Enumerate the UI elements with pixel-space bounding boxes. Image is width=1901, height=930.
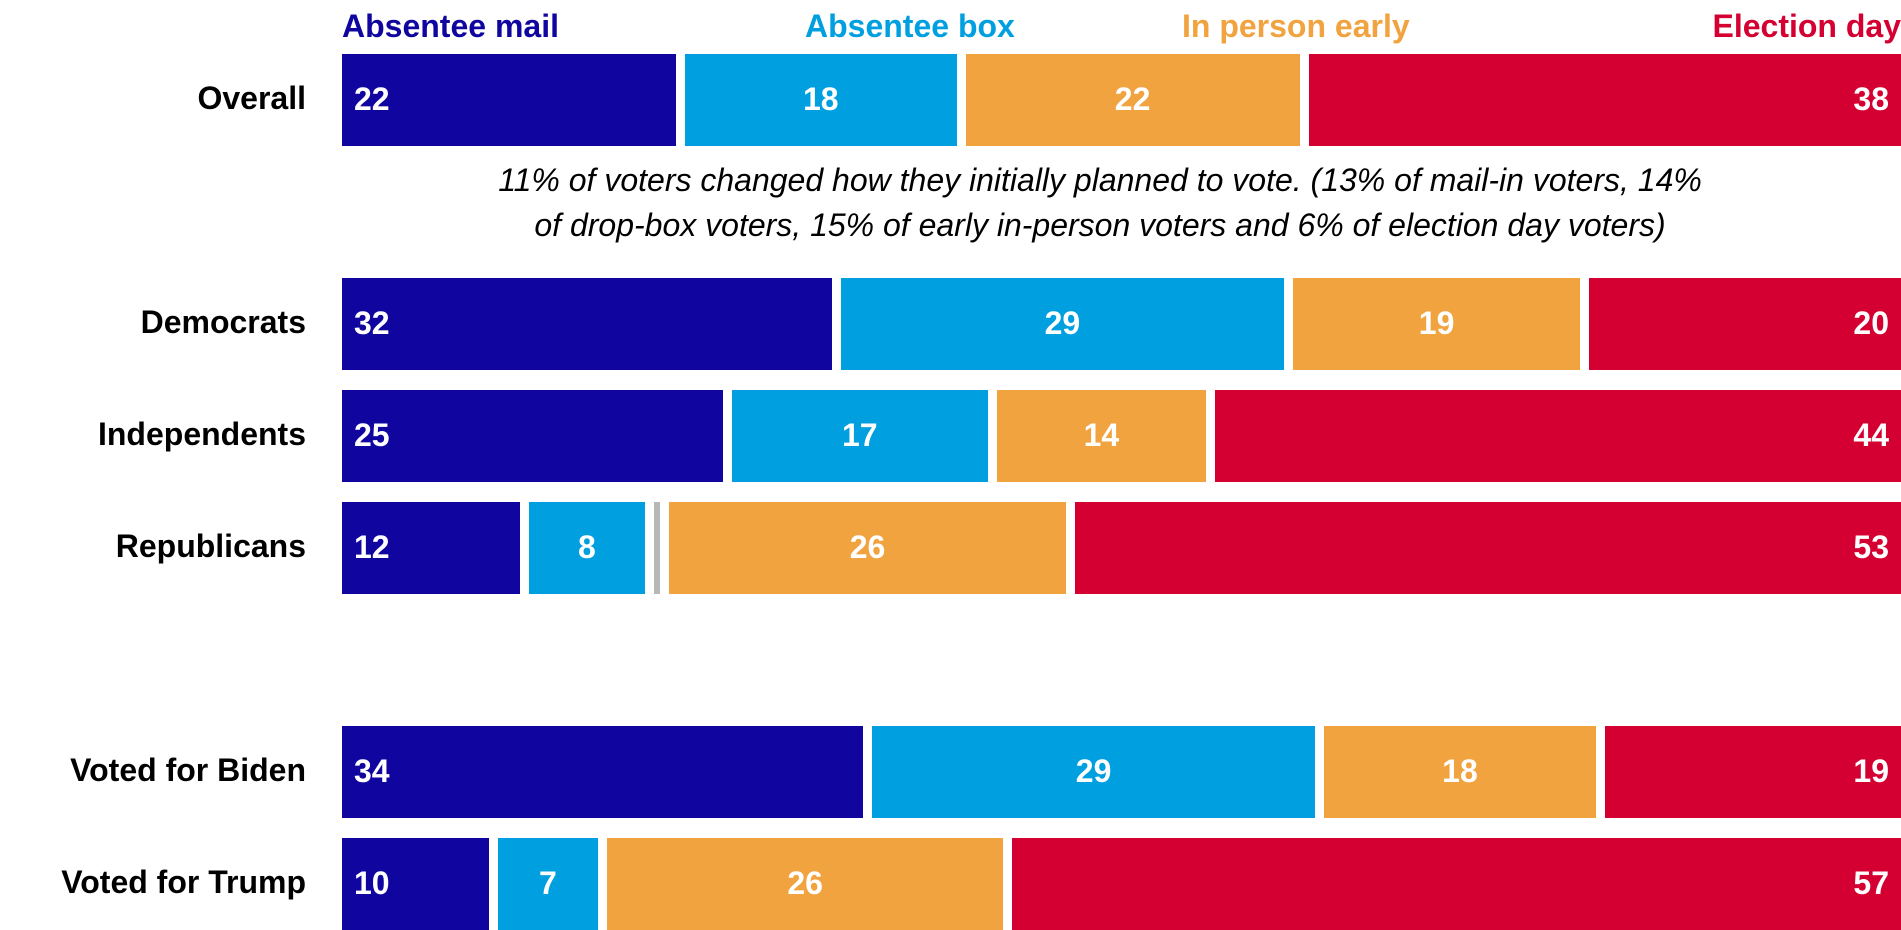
data-label: 26	[669, 529, 1065, 566]
data-label: 10	[354, 865, 390, 902]
bar-segment	[1012, 838, 1901, 930]
data-label: 12	[354, 529, 390, 566]
data-label: 29	[841, 305, 1284, 342]
data-label: 20	[1853, 305, 1889, 342]
category-label: Voted for Biden	[70, 752, 306, 789]
data-label: 34	[354, 753, 390, 790]
data-label: 7	[498, 865, 598, 902]
annotation-line-1: 11% of voters changed how they initially…	[300, 158, 1900, 203]
data-label: 38	[1853, 81, 1889, 118]
data-label: 32	[354, 305, 390, 342]
data-label: 17	[732, 417, 988, 454]
category-label: Voted for Trump	[61, 864, 306, 901]
data-label: 29	[872, 753, 1315, 790]
data-label: 18	[1324, 753, 1596, 790]
bar-gap-segment	[654, 502, 661, 594]
data-label: 25	[354, 417, 390, 454]
bar-segment	[1215, 390, 1901, 482]
category-label: Overall	[197, 80, 306, 117]
bar-segment	[1075, 502, 1901, 594]
bar-segment	[342, 278, 832, 370]
data-label: 22	[354, 81, 390, 118]
bar-segment	[342, 726, 863, 818]
data-label: 18	[685, 81, 957, 118]
category-label: Independents	[98, 416, 306, 453]
bar-segment	[1309, 54, 1901, 146]
data-label: 44	[1853, 417, 1889, 454]
data-label: 26	[607, 865, 1003, 902]
data-label: 14	[997, 417, 1206, 454]
data-label: 8	[529, 529, 645, 566]
data-label: 19	[1853, 753, 1889, 790]
category-label: Democrats	[141, 304, 306, 341]
bar-segment	[342, 54, 676, 146]
data-label: 53	[1853, 529, 1889, 566]
annotation-line-2: of drop-box voters, 15% of early in-pers…	[300, 203, 1900, 248]
category-label: Republicans	[116, 528, 306, 565]
chart-annotation: 11% of voters changed how they initially…	[300, 158, 1900, 248]
bar-segment	[342, 390, 723, 482]
data-label: 57	[1853, 865, 1889, 902]
data-label: 19	[1293, 305, 1580, 342]
data-label: 22	[966, 81, 1300, 118]
